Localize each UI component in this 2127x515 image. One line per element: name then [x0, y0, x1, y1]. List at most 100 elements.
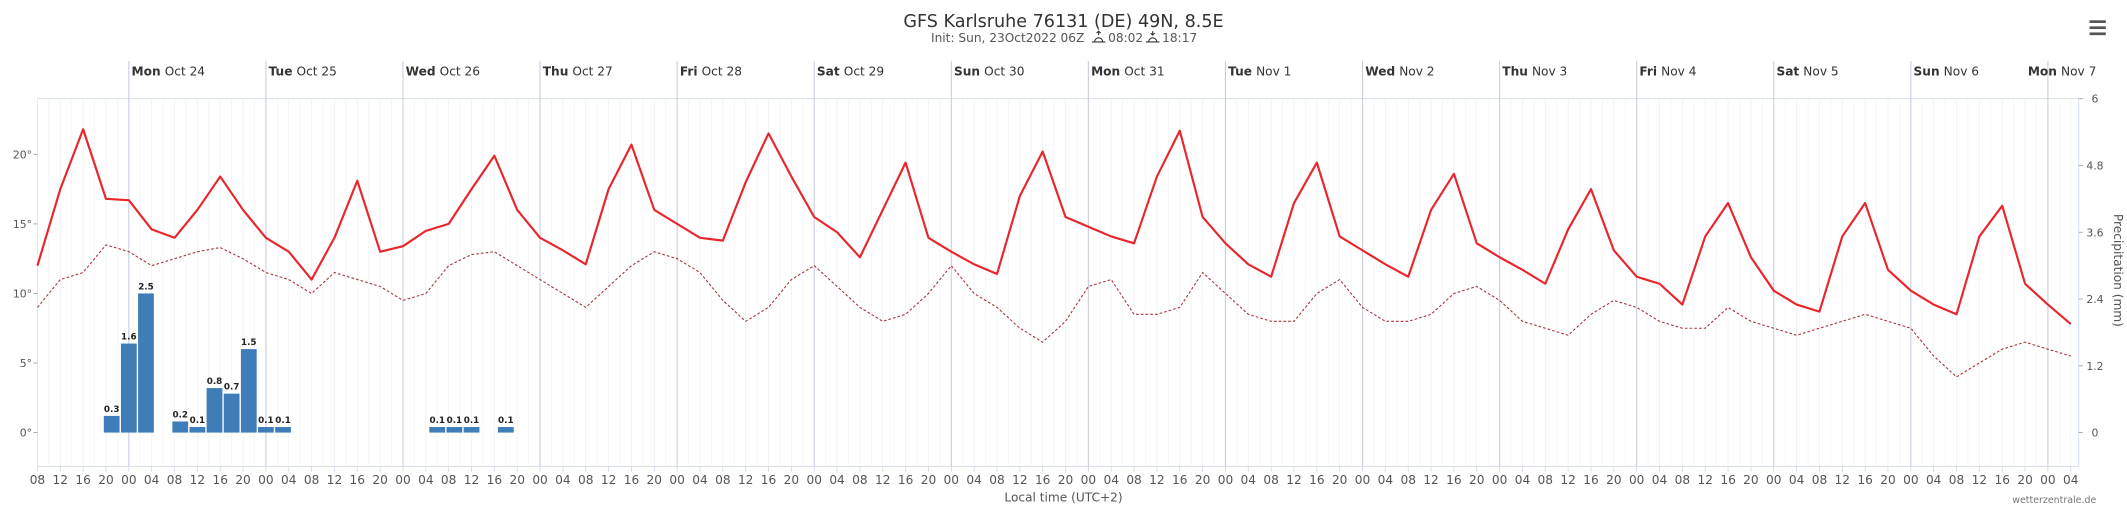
day-label: Sun Oct 30: [954, 65, 1024, 79]
menu-bar[interactable]: [2089, 26, 2106, 30]
menu-button[interactable]: [2089, 20, 2106, 36]
x-tick-label: 04: [418, 473, 434, 487]
x-tick-label: 04: [1926, 473, 1942, 487]
x-tick-label: 16: [1309, 473, 1324, 487]
precipitation-bar: [258, 427, 274, 433]
x-tick-label: 20: [921, 473, 936, 487]
x-tick-label: 08: [1538, 473, 1553, 487]
x-tick-label: 12: [875, 473, 890, 487]
x-tick-label: 12: [1560, 473, 1575, 487]
x-tick-label: 00: [258, 473, 273, 487]
day-date: Oct 24: [165, 65, 206, 79]
day-label: Thu Oct 27: [543, 65, 613, 79]
day-date: Oct 27: [572, 65, 612, 79]
y2-tick-label: 3.6: [2086, 226, 2103, 239]
x-tick-label: 04: [692, 473, 708, 487]
day-weekday: Fri: [1639, 65, 1657, 79]
x-tick-label: 04: [1103, 473, 1119, 487]
x-tick-label: 12: [1012, 473, 1027, 487]
precipitation-bar: [138, 293, 154, 433]
x-tick-label: 08: [578, 473, 593, 487]
x-tick-label: 16: [1172, 473, 1187, 487]
precipitation-bar: [240, 349, 257, 433]
x-tick-label: 12: [327, 473, 342, 487]
x-tick-label: 12: [53, 473, 68, 487]
sunset-icon: [1145, 31, 1160, 43]
x-tick-label: 16: [1583, 473, 1598, 487]
day-date: Oct 25: [297, 65, 337, 79]
x-tick-label: 12: [1423, 473, 1438, 487]
x-tick-label: 16: [898, 473, 913, 487]
y-tick-label: 5°: [20, 357, 32, 370]
x-tick-label: 00: [1492, 473, 1507, 487]
x-tick-label: 12: [601, 473, 616, 487]
day-label: Mon Oct 31: [1091, 65, 1165, 79]
x-tick-label: 12: [190, 473, 205, 487]
x-tick-label: 08: [30, 473, 45, 487]
day-weekday: Tue: [269, 65, 293, 79]
precipitation-label: 0.1: [190, 416, 206, 426]
day-label: Fri Nov 4: [1639, 65, 1696, 79]
x-tick-label: 04: [1652, 473, 1668, 487]
x-tick-label: 12: [1697, 473, 1712, 487]
x-tick-label: 04: [1378, 473, 1394, 487]
x-tick-label: 00: [669, 473, 684, 487]
x-tick-label: 20: [235, 473, 250, 487]
x-tick-label: 20: [1332, 473, 1347, 487]
menu-bar[interactable]: [2089, 32, 2106, 36]
day-date: Oct 26: [440, 65, 480, 79]
x-tick-label: 08: [167, 473, 182, 487]
x-tick-label: 16: [1446, 473, 1461, 487]
x-tick-label: 08: [1126, 473, 1141, 487]
x-tick-label: 04: [1515, 473, 1531, 487]
precipitation-bar: [497, 427, 514, 433]
menu-bar[interactable]: [2089, 20, 2106, 23]
x-tick-label: 20: [509, 473, 524, 487]
x-tick-label: 12: [1149, 473, 1164, 487]
x-tick-label: 08: [989, 473, 1004, 487]
x-tick-label: 00: [1766, 473, 1781, 487]
precipitation-bar: [275, 427, 291, 433]
x-tick-label: 00: [1218, 473, 1233, 487]
day-date: Nov 5: [1803, 65, 1838, 79]
x-tick-label: 20: [1469, 473, 1484, 487]
x-tick-label: 00: [395, 473, 410, 487]
day-weekday: Tue: [1228, 65, 1252, 79]
precipitation-label: 0.1: [258, 416, 274, 426]
background: [3, 0, 2124, 511]
day-label: Thu Nov 3: [1502, 65, 1567, 79]
precipitation-bar: [446, 427, 463, 433]
day-weekday: Mon: [1091, 65, 1120, 79]
x-tick-label: 20: [372, 473, 387, 487]
precipitation-label: 0.1: [447, 416, 463, 426]
x-tick-label: 08: [715, 473, 730, 487]
sunset-time: 18:17: [1162, 31, 1197, 45]
y-tick-label: 20°: [13, 148, 32, 161]
day-weekday: Thu: [1502, 65, 1528, 79]
day-date: Nov 7: [2061, 65, 2096, 79]
day-label: Mon Oct 24: [132, 65, 206, 79]
precipitation-label: 0.1: [464, 416, 480, 426]
x-tick-label: 16: [75, 473, 90, 487]
x-tick-label: 12: [1835, 473, 1850, 487]
x-tick-label: 12: [738, 473, 753, 487]
x-tick-label: 00: [1629, 473, 1644, 487]
x-tick-label: 16: [1994, 473, 2009, 487]
day-date: Oct 31: [1124, 65, 1164, 79]
x-tick-label: 08: [1812, 473, 1827, 487]
y2-tick-label: 2.4: [2086, 293, 2103, 306]
day-weekday: Sat: [817, 65, 840, 79]
x-tick-label: 16: [761, 473, 776, 487]
x-tick-label: 00: [1081, 473, 1096, 487]
day-date: Nov 6: [1944, 65, 1979, 79]
x-tick-label: 12: [464, 473, 479, 487]
precipitation-bar: [206, 388, 223, 433]
x-tick-label: 00: [1903, 473, 1918, 487]
precipitation-label: 0.3: [104, 405, 120, 415]
day-date: Nov 3: [1532, 65, 1567, 79]
precipitation-label: 2.5: [138, 282, 154, 292]
day-label: Sun Nov 6: [1914, 65, 1979, 79]
x-axis-title: Local time (UTC+2): [1004, 491, 1122, 505]
day-weekday: Sat: [1776, 65, 1799, 79]
